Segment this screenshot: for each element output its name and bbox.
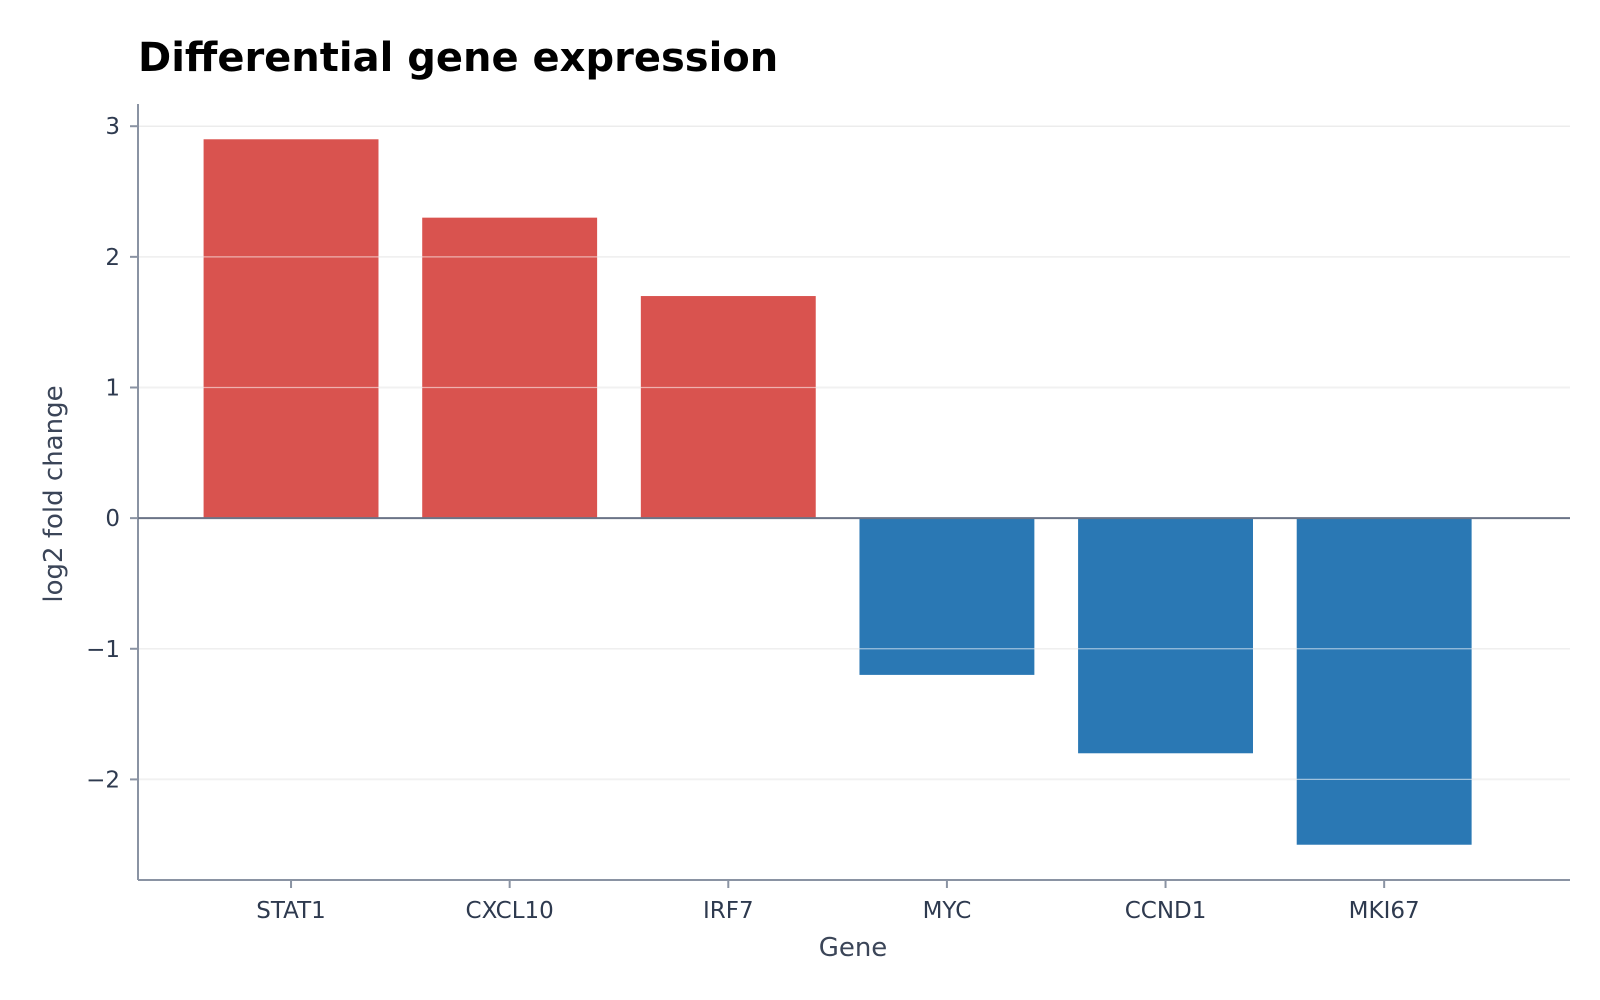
x-tick-label-cxcl10: CXCL10 [466, 898, 554, 924]
bar-ccnd1 [1078, 518, 1253, 754]
axes [130, 104, 1570, 888]
y-tick-label-2: 1 [105, 375, 120, 401]
y-tick-label-4: −1 [86, 637, 120, 663]
y-tick-label-3: 0 [105, 506, 120, 532]
chart-title: Differential gene expression [138, 35, 778, 81]
bar-irf7 [640, 296, 816, 519]
x-axis-label: Gene [819, 933, 888, 963]
x-tick-label-myc: MYC [923, 898, 972, 924]
bar-cxcl10 [422, 217, 598, 519]
bar-mki67 [1296, 518, 1472, 845]
x-tick-label-ccnd1: CCND1 [1125, 898, 1207, 924]
bar-myc [859, 518, 1035, 675]
x-tick-label-stat1: STAT1 [256, 898, 326, 924]
y-axis-label: log2 fold change [39, 385, 69, 602]
x-tick-label-irf7: IRF7 [703, 898, 754, 924]
bar-stat1 [203, 139, 379, 519]
x-tick-label-mki67: MKI67 [1349, 898, 1420, 924]
y-tick-label-1: 2 [105, 245, 120, 271]
bars [138, 125, 1570, 845]
tick-labels: 3 2 1 0 −1 −2 STAT1 CXCL10 IRF7 MYC CCND1 MKI67 [86, 114, 1420, 924]
y-tick-label-0: 3 [105, 114, 120, 140]
y-tick-label-5: −2 [86, 767, 120, 793]
